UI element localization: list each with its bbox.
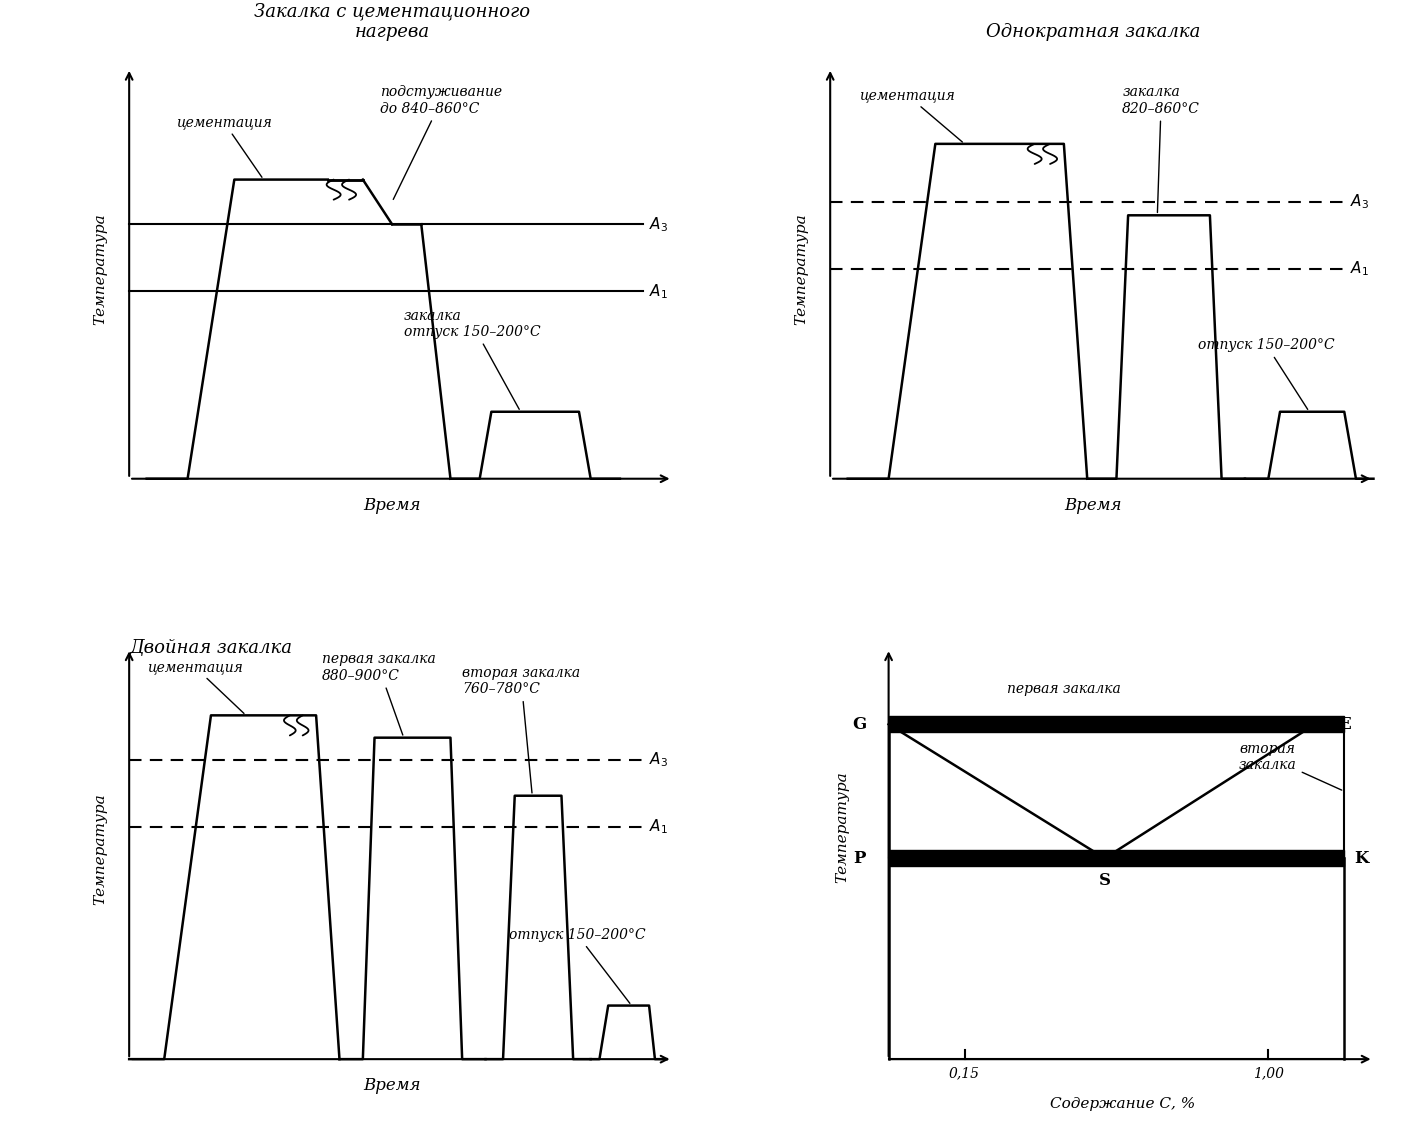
Text: первая закалка
880–900°С: первая закалка 880–900°С: [321, 653, 436, 735]
Text: 1,00: 1,00: [1252, 1066, 1284, 1081]
Text: Температура: Температура: [93, 793, 107, 905]
Title: Закалка с цементационного
нагрева: Закалка с цементационного нагрева: [254, 2, 530, 41]
Text: Время: Время: [363, 497, 421, 513]
Text: Время: Время: [1064, 497, 1122, 513]
Text: закалка
отпуск 150–200°С: закалка отпуск 150–200°С: [404, 309, 540, 410]
Text: $A_1$: $A_1$: [650, 282, 668, 300]
Text: подстуживание
до 840–860°С: подстуживание до 840–860°С: [380, 86, 503, 200]
Text: вторая
закалка: вторая закалка: [1240, 742, 1342, 790]
Text: вторая закалка
760–780°С: вторая закалка 760–780°С: [463, 666, 580, 793]
Text: $A_1$: $A_1$: [1349, 259, 1369, 278]
Text: Содержание С, %: Содержание С, %: [1050, 1098, 1195, 1111]
Text: G: G: [853, 715, 867, 733]
Polygon shape: [888, 717, 1344, 733]
Title: Однократная закалка: Однократная закалка: [985, 23, 1201, 41]
Text: Двойная закалка: Двойная закалка: [129, 639, 293, 657]
Polygon shape: [888, 850, 1344, 866]
Text: K: K: [1355, 850, 1369, 867]
Text: Время: Время: [363, 1077, 421, 1094]
Text: P: P: [853, 850, 865, 867]
Text: $A_3$: $A_3$: [1349, 193, 1369, 211]
Text: Температура: Температура: [794, 213, 808, 325]
Text: отпуск 150–200°С: отпуск 150–200°С: [508, 928, 645, 1003]
Text: 0,15: 0,15: [950, 1066, 980, 1081]
Text: $A_1$: $A_1$: [650, 818, 668, 836]
Text: цементация: цементация: [860, 88, 962, 143]
Text: $A_3$: $A_3$: [650, 215, 668, 234]
Text: цементация: цементация: [176, 115, 271, 177]
Text: цементация: цементация: [147, 659, 244, 713]
Text: E: E: [1338, 715, 1351, 733]
Text: Температура: Температура: [93, 213, 107, 325]
Text: отпуск 150–200°С: отпуск 150–200°С: [1198, 338, 1335, 410]
Text: S: S: [1098, 872, 1111, 889]
Text: первая закалка: первая закалка: [1007, 682, 1121, 696]
Text: $A_3$: $A_3$: [650, 751, 668, 769]
Text: закалка
820–860°С: закалка 820–860°С: [1122, 86, 1200, 212]
Text: Температура: Температура: [835, 771, 848, 883]
